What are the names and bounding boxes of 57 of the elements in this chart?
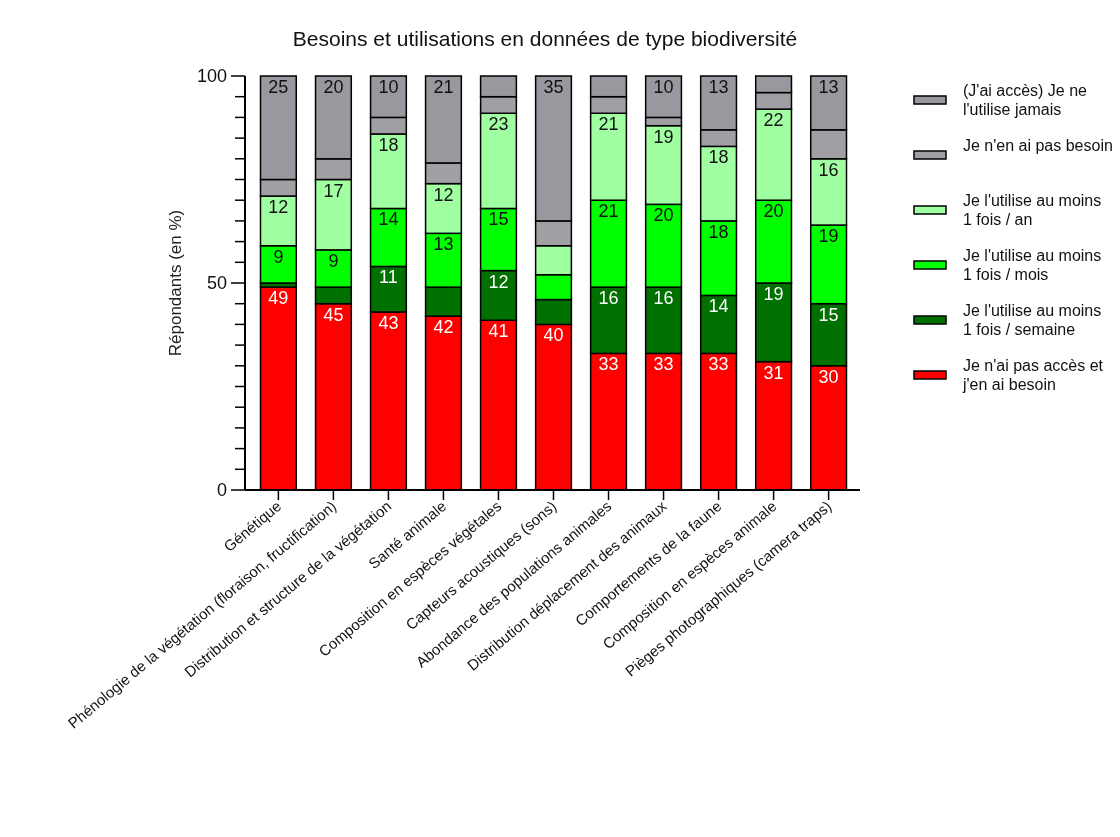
- data-label: 45: [323, 304, 344, 325]
- data-label: 13: [818, 77, 839, 97]
- data-label: 20: [763, 201, 784, 222]
- data-label: 19: [818, 226, 839, 247]
- data-label: 31: [763, 362, 784, 383]
- data-label: 35: [543, 77, 564, 97]
- data-label: 41: [488, 321, 509, 342]
- data-label: 19: [653, 126, 674, 147]
- legend-label: Je l'utilise au moins 1 fois / mois: [963, 247, 1102, 283]
- legend-label: Je n'en ai pas besoin: [963, 137, 1113, 154]
- data-label: 20: [653, 205, 674, 226]
- data-label: 42: [433, 317, 454, 338]
- data-label: 14: [378, 209, 399, 230]
- data-label: 12: [433, 184, 454, 205]
- data-label: 15: [488, 209, 509, 230]
- data-label: 18: [378, 134, 399, 155]
- y-tick-label: 100: [196, 66, 227, 86]
- data-label: 12: [268, 197, 289, 218]
- data-label: 33: [653, 354, 674, 375]
- data-label: 21: [598, 201, 619, 222]
- legend-label: Je l'utilise au moins 1 fois / an: [963, 192, 1102, 228]
- y-tick-label: 0: [216, 480, 227, 500]
- data-label: 14: [708, 296, 729, 317]
- data-label: 15: [818, 304, 839, 325]
- data-label: 19: [763, 284, 784, 304]
- data-label: 25: [268, 77, 289, 97]
- data-label: 33: [708, 354, 729, 375]
- data-label: 17: [323, 180, 344, 201]
- data-label: 33: [598, 354, 619, 375]
- data-label: 10: [378, 77, 399, 97]
- data-label: 21: [598, 114, 619, 135]
- legend-label: Je l'utilise au moins 1 fois / semaine: [963, 302, 1102, 338]
- data-label: 16: [818, 159, 839, 180]
- data-label: 21: [433, 77, 454, 97]
- data-label: 23: [488, 114, 509, 135]
- data-label: 16: [653, 288, 674, 309]
- data-label: 20: [323, 77, 344, 97]
- data-label: 16: [598, 288, 619, 309]
- data-label: 12: [488, 271, 509, 292]
- data-label: 11: [379, 267, 398, 288]
- data-label: 40: [543, 325, 564, 346]
- data-label: 43: [378, 312, 399, 333]
- chart-title: Besoins et utilisations en données de type biodiversité: [292, 27, 798, 50]
- data-label: 13: [433, 234, 454, 255]
- data-label: 13: [708, 77, 729, 97]
- legend-label: Je n'ai pas accès et j'en ai besoin: [962, 357, 1104, 393]
- data-label: 18: [708, 221, 729, 242]
- data-label: 9: [273, 246, 284, 267]
- data-label: 49: [268, 288, 289, 309]
- data-label: 22: [763, 110, 784, 131]
- y-axis-title: Répondants (en %): [166, 209, 185, 357]
- data-label: 10: [653, 77, 674, 97]
- y-tick-label: 50: [206, 273, 227, 293]
- data-label: 18: [708, 147, 729, 168]
- legend-label: (J'ai accès) Je ne l'utilise jamais: [963, 82, 1088, 118]
- data-label: 30: [818, 366, 839, 387]
- data-label: 9: [328, 250, 339, 271]
